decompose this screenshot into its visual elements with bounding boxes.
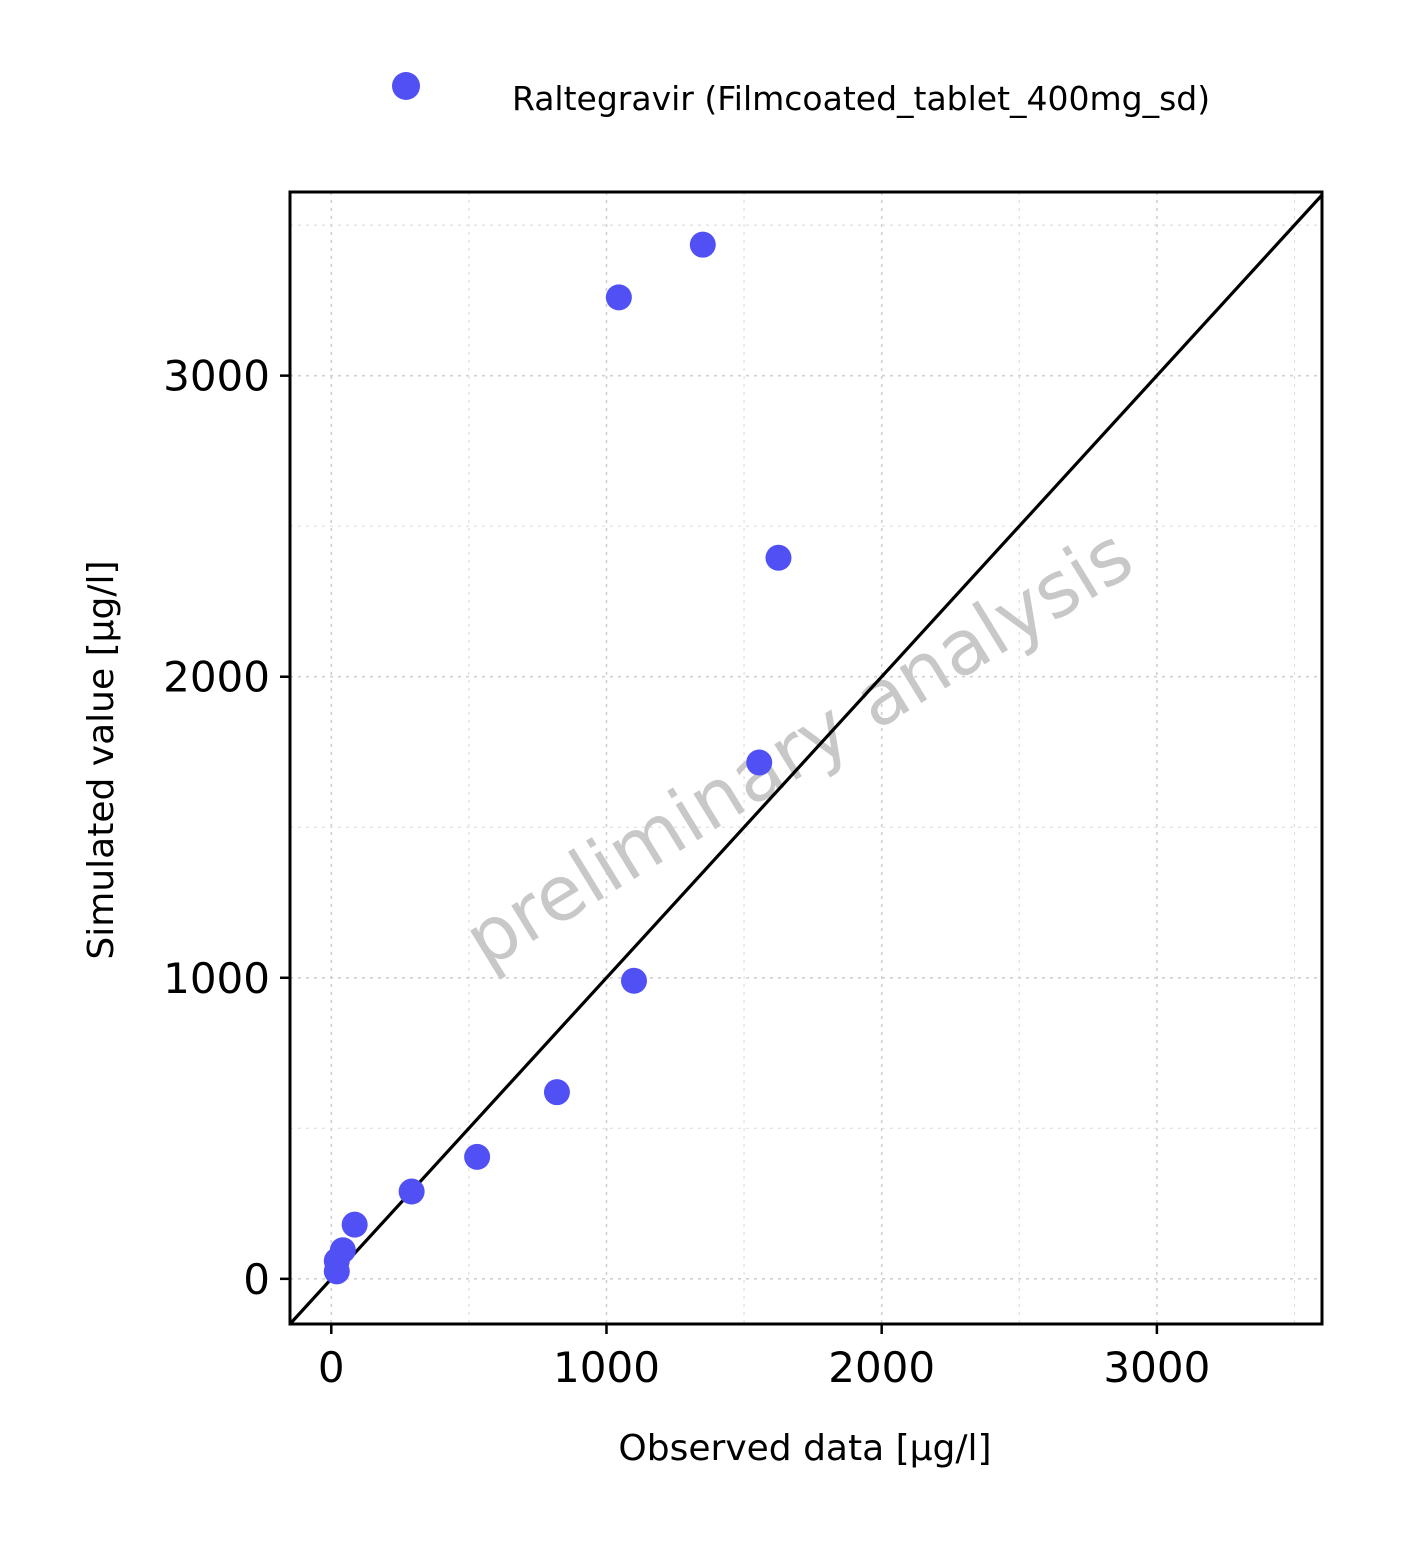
x-tick-label: 2000 — [828, 1343, 935, 1392]
y-tick-label: 0 — [243, 1255, 270, 1304]
identity-line — [288, 193, 1324, 1326]
y-axis-ticks: 0 1000 2000 3000 — [163, 352, 290, 1304]
data-point — [765, 544, 792, 571]
data-point — [621, 967, 647, 994]
legend-label: Raltegravir (Filmcoated_tablet_400mg_sd) — [512, 79, 1210, 118]
data-point — [605, 284, 632, 311]
x-tick-label: 1000 — [553, 1343, 660, 1392]
legend: Raltegravir (Filmcoated_tablet_400mg_sd) — [392, 72, 1210, 118]
data-point — [746, 749, 773, 776]
data-point — [543, 1079, 570, 1106]
legend-marker — [392, 72, 420, 100]
x-axis-title: Observed data [µg/l] — [618, 1428, 991, 1469]
x-axis-ticks: 0 1000 2000 3000 — [318, 1324, 1210, 1392]
data-point — [341, 1211, 368, 1238]
data-point — [398, 1178, 425, 1205]
watermark-text: preliminary analysis — [449, 510, 1148, 985]
y-tick-label: 2000 — [163, 653, 270, 702]
x-tick-label: 3000 — [1103, 1343, 1210, 1392]
data-point — [464, 1143, 491, 1170]
y-tick-label: 3000 — [163, 352, 270, 401]
y-tick-label: 1000 — [163, 954, 270, 1003]
y-axis-title: Simulated value [µg/l] — [81, 560, 122, 959]
plot-panel-border — [288, 190, 1324, 1326]
data-point — [689, 231, 716, 258]
data-point — [329, 1237, 356, 1264]
data-points — [323, 231, 792, 1285]
x-tick-label: 0 — [318, 1343, 345, 1392]
